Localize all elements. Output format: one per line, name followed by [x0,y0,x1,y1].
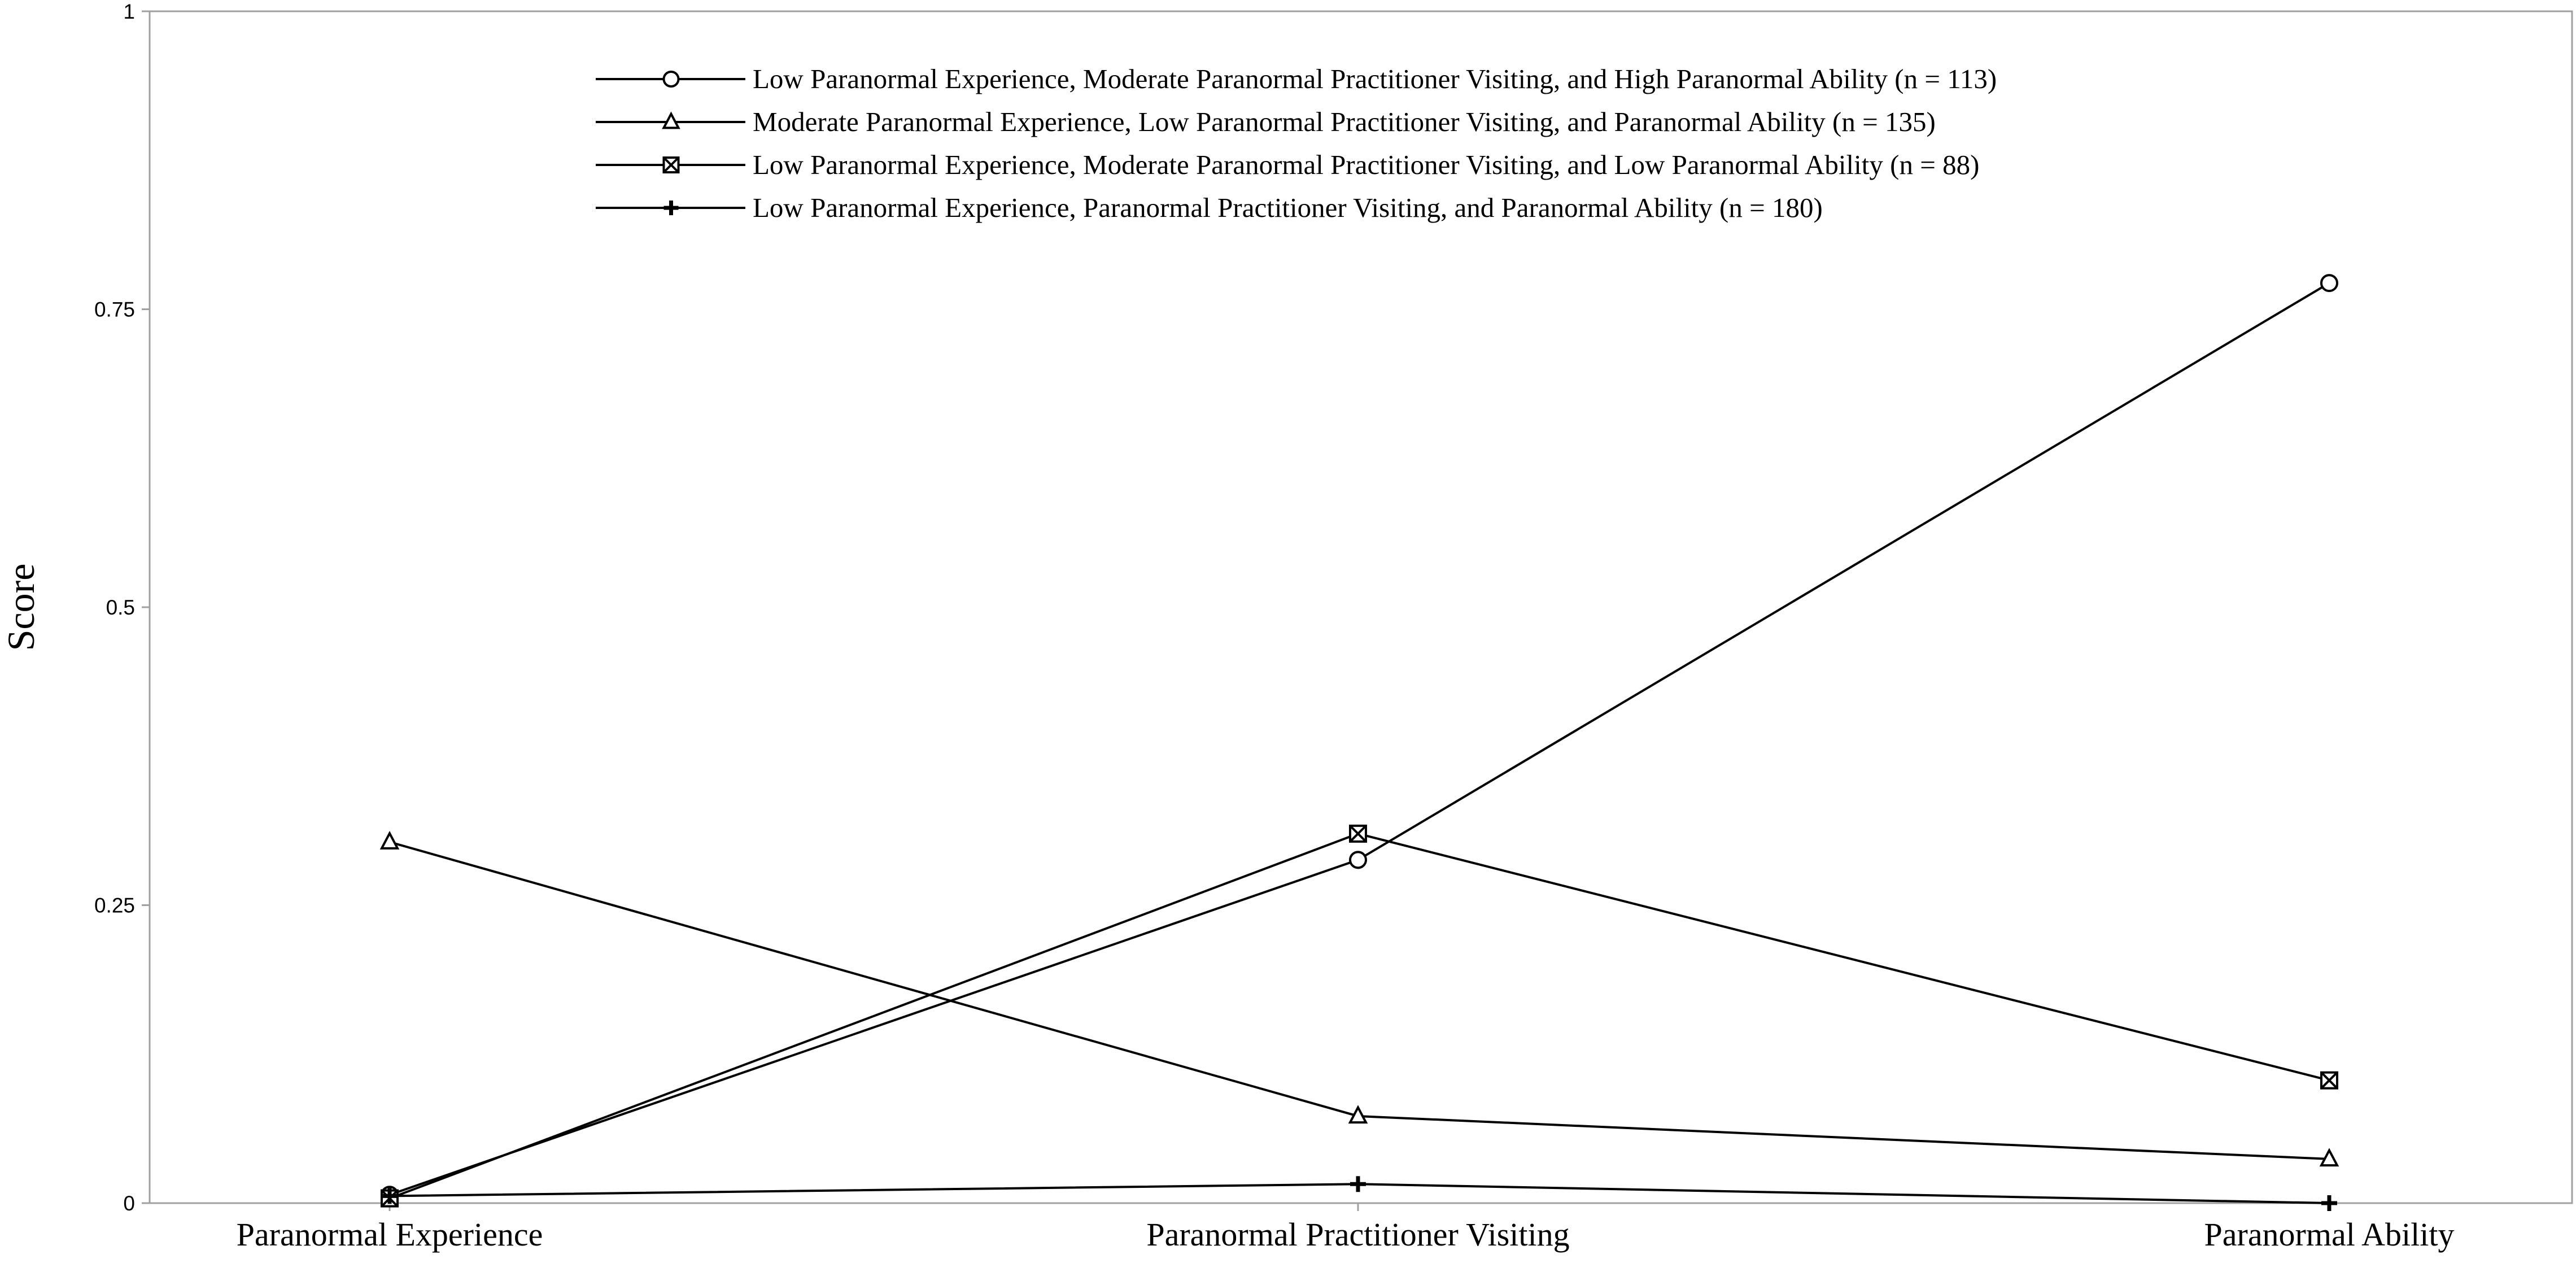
plot-frame [149,10,2573,1204]
series-2 [379,830,2339,1167]
legend-label: Moderate Paranormal Experience, Low Para… [753,106,1936,137]
data-point-plus [663,201,679,215]
data-point-plus [382,1188,398,1204]
y-tick-label: 0.75 [94,298,135,321]
data-point-square-x [2320,1071,2338,1090]
y-axis-label: Score [0,564,42,651]
legend-item: Moderate Paranormal Experience, Low Para… [596,106,1936,137]
x-tick-label: Paranormal Practitioner Visiting [1146,1216,1569,1253]
data-point-plus [2321,1195,2337,1211]
legend-item: Low Paranormal Experience, Moderate Para… [596,63,1997,94]
data-point-circle [2320,274,2338,293]
series-line [389,832,2330,1200]
legend-label: Low Paranormal Experience, Moderate Para… [753,63,1997,94]
data-point-triangle [2319,1148,2339,1167]
data-point-circle [662,71,680,88]
data-point-triangle [662,111,680,129]
y-tick-label: 1 [123,0,135,23]
series-line [389,282,2330,1196]
series-layer [379,274,2339,1211]
y-tick-label: 0.25 [94,894,135,917]
data-point-square-x [662,156,680,173]
data-point-circle [1349,851,1367,869]
series-3 [381,824,2338,1208]
data-point-triangle [379,830,400,850]
legend-label: Low Paranormal Experience, Moderate Para… [753,149,1979,180]
y-tick-label: 0 [123,1192,135,1215]
data-point-square-x [1349,824,1367,843]
x-tick-label: Paranormal Ability [2204,1216,2455,1253]
legend: Low Paranormal Experience, Moderate Para… [596,63,1997,223]
series-4 [382,1176,2337,1211]
data-point-triangle [1348,1105,1368,1124]
y-tick-label: 0.5 [106,596,135,619]
legend-label: Low Paranormal Experience, Paranormal Pr… [753,192,1823,223]
y-axis: 0 0.25 0.5 0.75 1 [94,0,150,1215]
x-axis: Paranormal Experience Paranormal Practiti… [237,1203,2455,1253]
x-tick-label: Paranormal Experience [237,1216,543,1253]
data-point-plus [1350,1176,1366,1192]
legend-item: Low Paranormal Experience, Paranormal Pr… [596,192,1823,223]
legend-item: Low Paranormal Experience, Moderate Para… [596,149,1979,180]
series-1 [381,274,2338,1204]
